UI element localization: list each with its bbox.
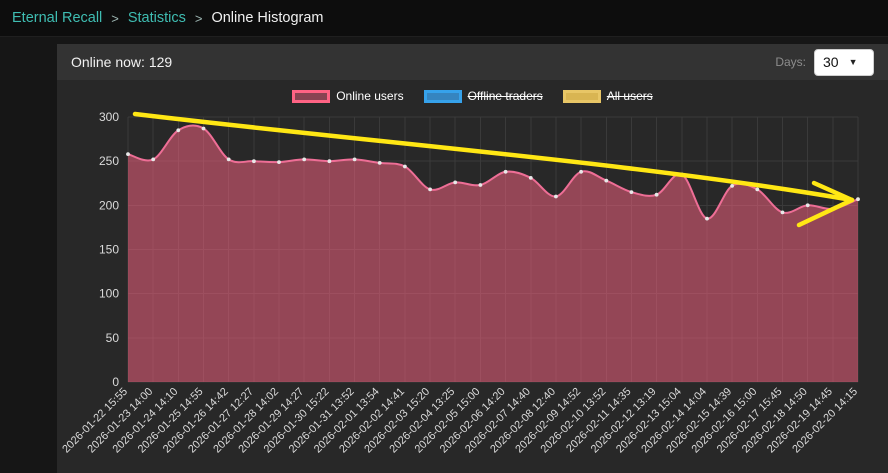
legend-label: Offline traders [467,89,543,103]
data-point[interactable] [554,194,558,199]
data-point[interactable] [302,157,307,162]
y-axis-label: 100 [99,287,119,301]
y-axis-label: 50 [106,331,120,345]
y-axis-label: 300 [99,110,119,124]
data-point[interactable] [780,210,785,215]
data-point[interactable] [201,126,206,131]
data-point[interactable] [604,178,609,183]
y-axis-label: 150 [99,243,119,257]
data-point[interactable] [327,159,332,164]
data-point[interactable] [654,192,659,197]
data-point[interactable] [176,128,181,133]
data-point[interactable] [277,160,281,164]
data-point[interactable] [252,159,256,164]
data-point[interactable] [755,187,760,192]
breadcrumb: Eternal Recall > Statistics > Online His… [0,0,888,37]
data-point[interactable] [126,152,130,156]
days-label: Days: [775,55,806,69]
y-axis-label: 250 [99,154,119,168]
data-point[interactable] [528,176,533,180]
data-point[interactable] [856,197,860,202]
days-select[interactable]: 30 ▼ [814,48,874,76]
days-control: Days: 30 ▼ [775,48,874,76]
breadcrumb-separator: > [111,10,119,26]
y-axis-label: 0 [112,375,119,389]
legend-item-offline-traders[interactable]: Offline traders [423,89,543,103]
online-now: Online now: 129 [71,54,172,70]
legend-swatch [423,89,462,103]
panel-header: Online now: 129 Days: 30 ▼ [57,44,888,80]
legend-label: Online users [336,89,404,103]
legend-swatch [562,89,601,103]
data-point[interactable] [453,180,458,185]
breadcrumb-home[interactable]: Eternal Recall [12,10,103,26]
online-now-value: 129 [148,54,173,70]
data-point[interactable] [478,183,483,187]
breadcrumb-separator: > [194,10,203,26]
chevron-down-icon: ▼ [848,57,858,67]
legend-item-online-users[interactable]: Online users [292,89,404,103]
trend-arrow-annotation [132,111,855,228]
legend-item-all-users[interactable]: All users [562,89,653,103]
online-users-area [128,125,858,382]
online-now-label: Online now: [71,54,145,70]
data-point[interactable] [226,157,231,162]
y-axis-label: 200 [99,198,119,212]
data-point[interactable] [428,187,432,192]
stats-panel: Online now: 129 Days: 30 ▼ Online users O… [57,44,888,473]
data-point[interactable] [730,184,734,188]
data-point[interactable] [352,157,357,162]
chart-legend: Online users Offline traders All users [57,87,888,105]
data-point[interactable] [503,169,508,174]
data-point[interactable] [629,190,634,194]
online-users-line [127,124,859,220]
data-point[interactable] [705,216,709,221]
data-point[interactable] [377,161,382,165]
legend-label: All users [606,89,653,103]
breadcrumb-current-page: Online Histogram [211,10,324,26]
breadcrumb-statistics[interactable]: Statistics [127,10,186,26]
days-select-value: 30 [823,54,839,70]
data-point[interactable] [805,203,810,208]
data-point[interactable] [579,169,583,174]
data-point[interactable] [403,164,407,169]
data-point[interactable] [151,157,156,162]
legend-swatch [292,89,331,103]
